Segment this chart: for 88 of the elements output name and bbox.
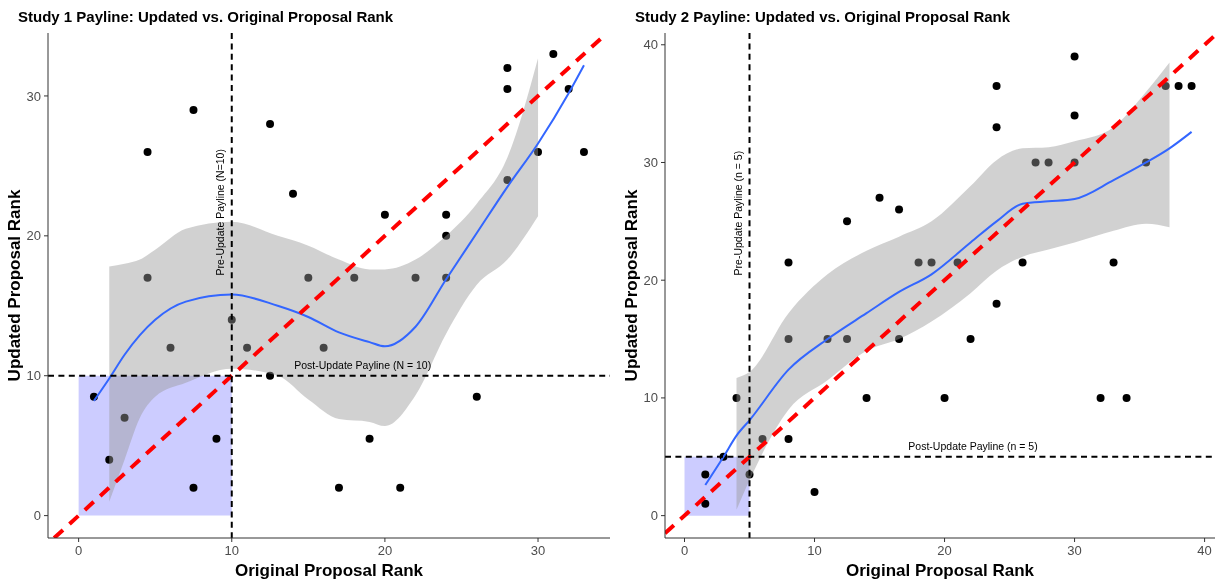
- point: [442, 210, 451, 219]
- x-axis-title: Original Proposal Rank: [846, 561, 1035, 580]
- point: [1096, 393, 1105, 402]
- x-tick-label: 10: [807, 543, 822, 558]
- point: [411, 273, 420, 282]
- point: [784, 335, 793, 344]
- y-axis-title: Updated Proposal Rank: [5, 189, 24, 382]
- point: [810, 488, 819, 497]
- point: [966, 335, 975, 344]
- point: [350, 273, 359, 282]
- point: [503, 175, 512, 184]
- point: [992, 81, 1001, 90]
- point: [1044, 158, 1053, 167]
- point: [396, 483, 405, 492]
- point: [304, 273, 313, 282]
- point: [992, 299, 1001, 308]
- point: [784, 258, 793, 267]
- y-tick-label: 10: [26, 368, 41, 384]
- point: [143, 273, 152, 282]
- point: [503, 84, 512, 93]
- point: [166, 343, 175, 352]
- x-tick-label: 30: [530, 543, 546, 558]
- point: [380, 210, 389, 219]
- y-tick-label: 30: [643, 155, 658, 171]
- point: [992, 123, 1001, 132]
- chart-title: Study 1 Payline: Updated vs. Original Proposal Rank: [18, 8, 394, 25]
- point: [895, 335, 904, 344]
- point: [266, 119, 275, 128]
- point: [334, 483, 343, 492]
- point: [895, 205, 904, 214]
- point: [1174, 81, 1183, 90]
- point: [189, 483, 198, 492]
- x-tick-label: 30: [1067, 543, 1082, 558]
- point: [549, 49, 558, 58]
- point: [843, 335, 852, 344]
- point: [189, 105, 198, 114]
- point: [1070, 52, 1079, 61]
- y-tick-label: 20: [26, 228, 41, 244]
- y-tick-label: 40: [643, 37, 658, 53]
- point: [319, 343, 328, 352]
- chart-title: Study 2 Payline: Updated vs. Original Proposal Rank: [635, 8, 1011, 25]
- point: [1018, 258, 1027, 267]
- ref-line-label: Pre-Update Payline (n = 5): [731, 150, 744, 276]
- point: [143, 147, 152, 156]
- point: [732, 393, 741, 402]
- y-axis-title: Updated Proposal Rank: [622, 189, 641, 382]
- point: [289, 189, 298, 198]
- point: [940, 393, 949, 402]
- point: [927, 258, 936, 267]
- x-tick-label: 0: [75, 543, 83, 558]
- point: [1109, 258, 1118, 267]
- y-tick-label: 0: [33, 508, 41, 524]
- y-tick-label: 30: [26, 88, 41, 104]
- y-tick-label: 20: [643, 272, 658, 288]
- line-series: [704, 130, 1193, 487]
- point: [120, 413, 129, 422]
- x-tick-label: 20: [937, 543, 952, 558]
- point: [472, 392, 481, 401]
- point: [442, 231, 451, 240]
- point: [1070, 111, 1079, 120]
- point: [1187, 81, 1196, 90]
- x-axis-title: Original Proposal Rank: [235, 561, 424, 580]
- point: [579, 147, 588, 156]
- x-tick-label: 0: [680, 543, 689, 558]
- point: [1031, 158, 1040, 167]
- ref-line-label: Post-Update Payline (N = 10): [294, 358, 432, 371]
- point: [227, 315, 236, 324]
- point: [243, 343, 252, 352]
- point: [503, 63, 512, 72]
- point: [365, 434, 374, 443]
- point: [701, 470, 710, 479]
- x-tick-label: 20: [377, 543, 393, 558]
- point: [105, 455, 114, 464]
- point: [914, 258, 923, 267]
- point: [701, 499, 710, 508]
- y-tick-label: 0: [650, 508, 658, 524]
- point: [875, 193, 884, 202]
- x-tick-label: 10: [224, 543, 239, 558]
- point: [862, 393, 871, 402]
- y-tick-label: 10: [643, 390, 658, 406]
- point: [1122, 393, 1131, 402]
- point: [784, 435, 793, 444]
- point: [534, 147, 543, 156]
- point: [843, 217, 852, 226]
- ref-line-label: Pre-Update Payline (N=10): [213, 149, 226, 276]
- point: [212, 434, 221, 443]
- ref-line-label: Post-Update Payline (n = 5): [908, 439, 1038, 452]
- x-tick-label: 40: [1197, 543, 1212, 558]
